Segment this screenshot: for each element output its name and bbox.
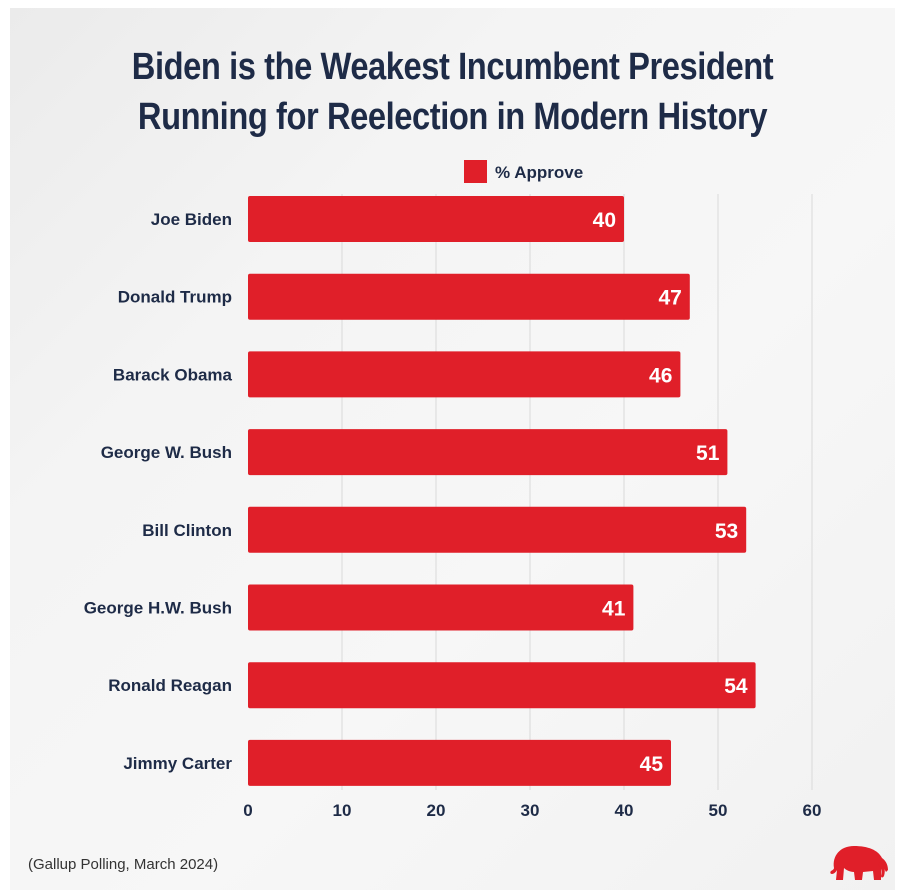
bar-value-label: 51 xyxy=(696,442,720,465)
chart-card: Biden is the Weakest Incumbent President… xyxy=(10,8,895,890)
source-note: (Gallup Polling, March 2024) xyxy=(28,856,219,873)
category-label: Ronald Reagan xyxy=(108,676,232,695)
x-axis-ticks: 0 10 20 30 40 50 60 xyxy=(243,801,821,820)
bar-value-label: 41 xyxy=(602,598,626,621)
category-label: Jimmy Carter xyxy=(123,754,232,773)
legend: % Approve xyxy=(464,160,583,183)
bar xyxy=(248,506,747,553)
chart-title-line-1: Biden is the Weakest Incumbent President xyxy=(131,46,774,88)
bar xyxy=(248,273,690,320)
bar-value-label: 54 xyxy=(724,675,748,698)
bar xyxy=(248,662,756,709)
category-label: Barack Obama xyxy=(113,365,233,384)
bar-value-label: 47 xyxy=(658,287,681,310)
x-tick-label: 0 xyxy=(243,801,252,820)
legend-label: % Approve xyxy=(495,163,583,182)
bar-value-label: 46 xyxy=(649,364,672,387)
x-tick-label: 30 xyxy=(521,801,540,820)
chart-title-line-2: Running for Reelection in Modern History xyxy=(137,96,768,138)
bar-chart: % Approve 40 47 46 51 53 41 54 45 Joe Biden Dona… xyxy=(84,160,821,820)
bar xyxy=(248,739,671,786)
category-label: George H.W. Bush xyxy=(84,599,232,618)
elephant-icon xyxy=(830,846,888,880)
category-label: Donald Trump xyxy=(118,288,232,307)
category-labels: Joe Biden Donald Trump Barack Obama George … xyxy=(84,210,233,773)
bars: 40 47 46 51 53 41 54 45 xyxy=(248,196,756,786)
legend-swatch xyxy=(464,160,487,183)
category-label: George W. Bush xyxy=(101,443,232,462)
bar-value-label: 40 xyxy=(593,209,616,232)
x-tick-label: 50 xyxy=(709,801,728,820)
x-tick-label: 60 xyxy=(803,801,822,820)
x-tick-label: 40 xyxy=(615,801,634,820)
chart-title: Biden is the Weakest Incumbent President… xyxy=(72,42,833,142)
bar xyxy=(248,196,624,242)
category-label: Bill Clinton xyxy=(142,521,232,540)
bar-value-label: 45 xyxy=(640,753,664,776)
bar xyxy=(248,351,681,398)
category-label: Joe Biden xyxy=(151,210,232,229)
bar xyxy=(248,584,634,631)
x-tick-label: 20 xyxy=(427,801,446,820)
x-tick-label: 10 xyxy=(333,801,352,820)
bar xyxy=(248,429,728,476)
bar-value-label: 53 xyxy=(715,520,738,543)
